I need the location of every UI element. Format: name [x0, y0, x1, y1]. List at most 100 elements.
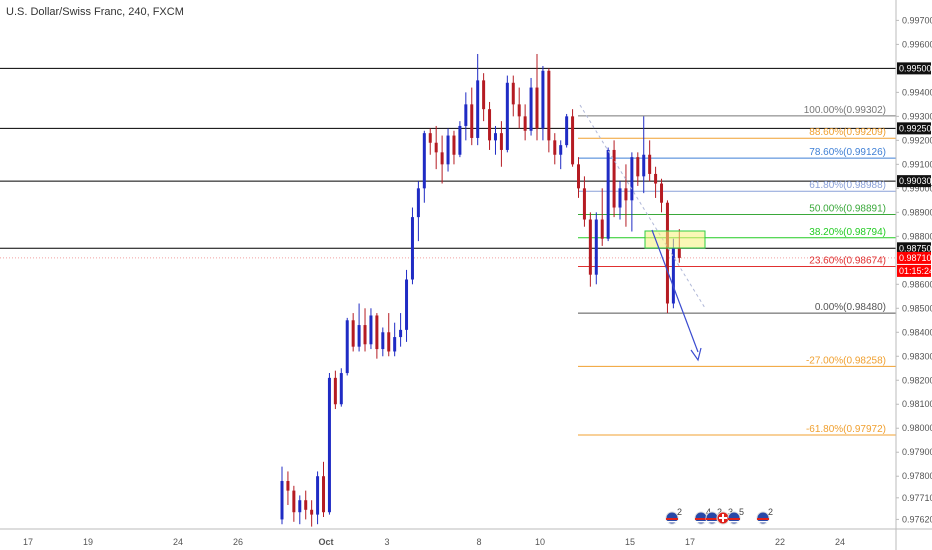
x-tick-label: 22	[775, 537, 785, 547]
flag-stripe	[666, 518, 678, 520]
candle-body	[594, 219, 598, 275]
y-tick-label: 0.97800	[902, 471, 932, 481]
y-tick-label: 0.99200	[902, 135, 932, 145]
candle-body	[452, 135, 456, 155]
candle-body	[440, 152, 444, 165]
x-tick-label: 19	[83, 537, 93, 547]
level-tag-label: 0.98750	[899, 243, 932, 253]
flag-stripe	[706, 518, 718, 520]
fib-label: 88.60%(0.99209)	[809, 127, 886, 138]
flag-stripe	[706, 521, 718, 523]
candle-body	[571, 116, 575, 165]
candle-body	[416, 188, 420, 218]
y-tick-label: 0.98600	[902, 279, 932, 289]
event-count: 2	[677, 507, 682, 517]
y-tick-label: 0.98100	[902, 399, 932, 409]
candle-body	[464, 104, 468, 126]
candle-body	[458, 125, 462, 155]
candle-body	[642, 154, 646, 177]
fib-label: 38.20%(0.98794)	[809, 227, 886, 238]
x-axis: 17 19 24 26 Oct 3 8 10 15 17 22 24	[23, 537, 845, 547]
y-tick-label: 0.97900	[902, 447, 932, 457]
candle-body	[345, 320, 349, 374]
level-tag-label: 0.99030	[899, 176, 932, 186]
candle-body	[505, 82, 509, 150]
candle-body	[351, 320, 355, 347]
candle-body	[648, 154, 652, 174]
event-count: 2	[768, 507, 773, 517]
x-tick-label: 24	[173, 537, 183, 547]
flag-stripe	[757, 521, 769, 523]
countdown-tag	[897, 264, 931, 277]
candle-body	[588, 219, 592, 275]
y-tick-label: 0.98400	[902, 327, 932, 337]
x-tick-label: 26	[233, 537, 243, 547]
flag-stripe	[757, 518, 769, 520]
y-tick-label: 0.98800	[902, 231, 932, 241]
x-tick-label: 17	[685, 537, 695, 547]
candle-body	[630, 157, 634, 201]
fibonacci-levels: 100.00%(0.99302) 88.60%(0.99209) 78.60%(0.…	[578, 105, 896, 436]
candle-body	[304, 500, 308, 510]
candle-body	[410, 217, 414, 280]
candle-body	[606, 149, 610, 239]
flag-stripe	[695, 518, 707, 520]
candle-body	[671, 248, 675, 304]
x-tick-label: 17	[23, 537, 33, 547]
y-tick-label: 0.99100	[902, 159, 932, 169]
candle-body	[322, 476, 326, 513]
us-flag-icon	[756, 511, 770, 525]
flag-stripe	[666, 521, 678, 523]
flag-stripe	[728, 521, 740, 523]
event-count: 2	[717, 507, 722, 517]
candle-body	[547, 70, 551, 141]
x-tick-label: Oct	[318, 537, 333, 547]
level-tag	[897, 242, 931, 255]
level-tag-label: 0.99250	[899, 123, 932, 133]
horizontal-levels	[0, 67, 896, 259]
current-price-tag	[897, 251, 931, 264]
candle-body	[493, 133, 497, 141]
x-tick-label: 8	[476, 537, 481, 547]
y-tick-label: 0.98900	[902, 207, 932, 217]
candle-body	[310, 509, 314, 515]
candle-body	[369, 315, 373, 345]
candle-body	[339, 373, 343, 405]
candle-body	[559, 145, 563, 155]
current-price-label: 0.98710	[899, 253, 932, 263]
candle-body	[470, 104, 474, 138]
fib-label: 50.00%(0.98891)	[809, 203, 886, 214]
fib-label: 100.00%(0.99302)	[804, 105, 886, 116]
y-tick-label: 0.99700	[902, 15, 932, 25]
candle-body	[553, 140, 557, 155]
y-tick-label: 0.98300	[902, 351, 932, 361]
candle-body	[517, 104, 521, 117]
candle-body	[618, 188, 622, 208]
us-flag-icon	[705, 511, 719, 525]
fib-label: 0.00%(0.98480)	[815, 302, 886, 313]
y-tick-label: 0.99000	[902, 183, 932, 193]
candle-body	[286, 481, 290, 491]
level-tag-label: 0.99500	[899, 63, 932, 73]
candle-body	[446, 135, 450, 165]
level-tag	[897, 122, 931, 135]
candle-body	[476, 80, 480, 138]
fib-label: 61.80%(0.98988)	[809, 180, 886, 191]
candle-body	[280, 481, 284, 520]
x-tick-label: 24	[835, 537, 845, 547]
ch-flag-icon	[716, 511, 730, 525]
candle-body	[363, 325, 367, 345]
fib-label: 78.60%(0.99126)	[809, 147, 886, 158]
candlestick-series	[280, 53, 681, 527]
candle-body	[434, 142, 438, 153]
candle-body	[665, 202, 669, 304]
fib-trend-line	[579, 104, 706, 309]
candle-body	[292, 490, 296, 513]
target-zone-box	[644, 230, 706, 249]
candle-body	[298, 500, 302, 513]
flag-stripe	[728, 518, 740, 520]
y-tick-label: 0.99400	[902, 87, 932, 97]
candle-body	[399, 329, 403, 338]
